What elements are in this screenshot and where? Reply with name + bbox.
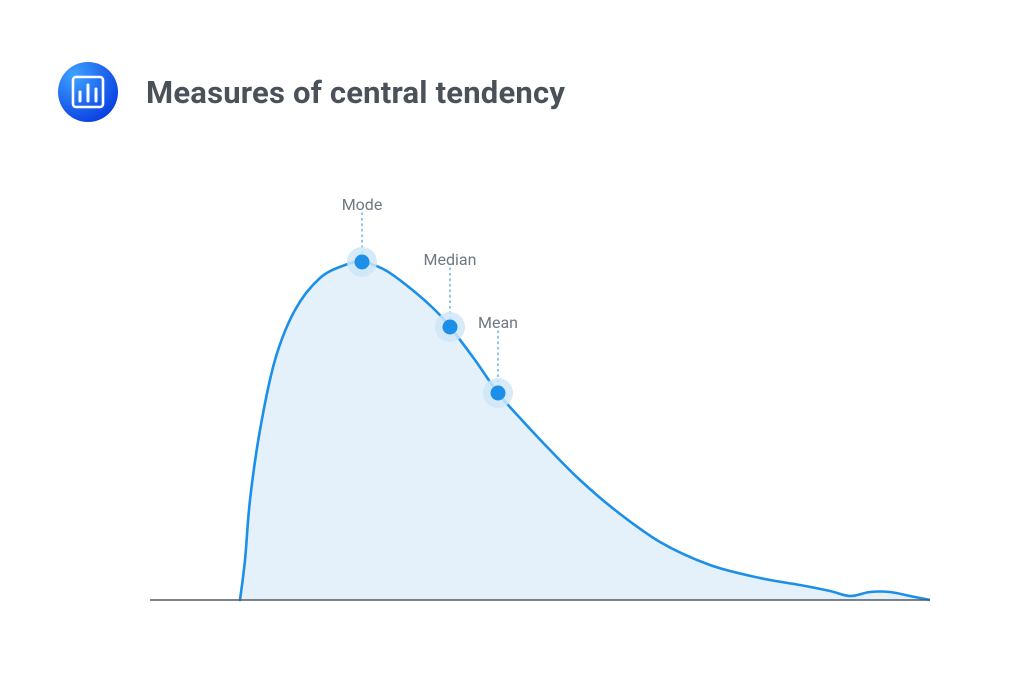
median-label: Median [424,250,477,269]
distribution-chart: Mode Median Mean [150,170,930,610]
mode-label: Mode [342,195,383,214]
distribution-area [240,262,930,600]
mean-marker-dot [491,386,506,401]
chart-canvas [150,170,930,610]
header: Measures of central tendency [58,62,565,122]
page-title: Measures of central tendency [146,74,565,111]
mode-marker-dot [355,255,370,270]
bar-chart-icon [58,62,118,122]
median-marker-dot [443,320,458,335]
mean-label: Mean [478,313,518,332]
